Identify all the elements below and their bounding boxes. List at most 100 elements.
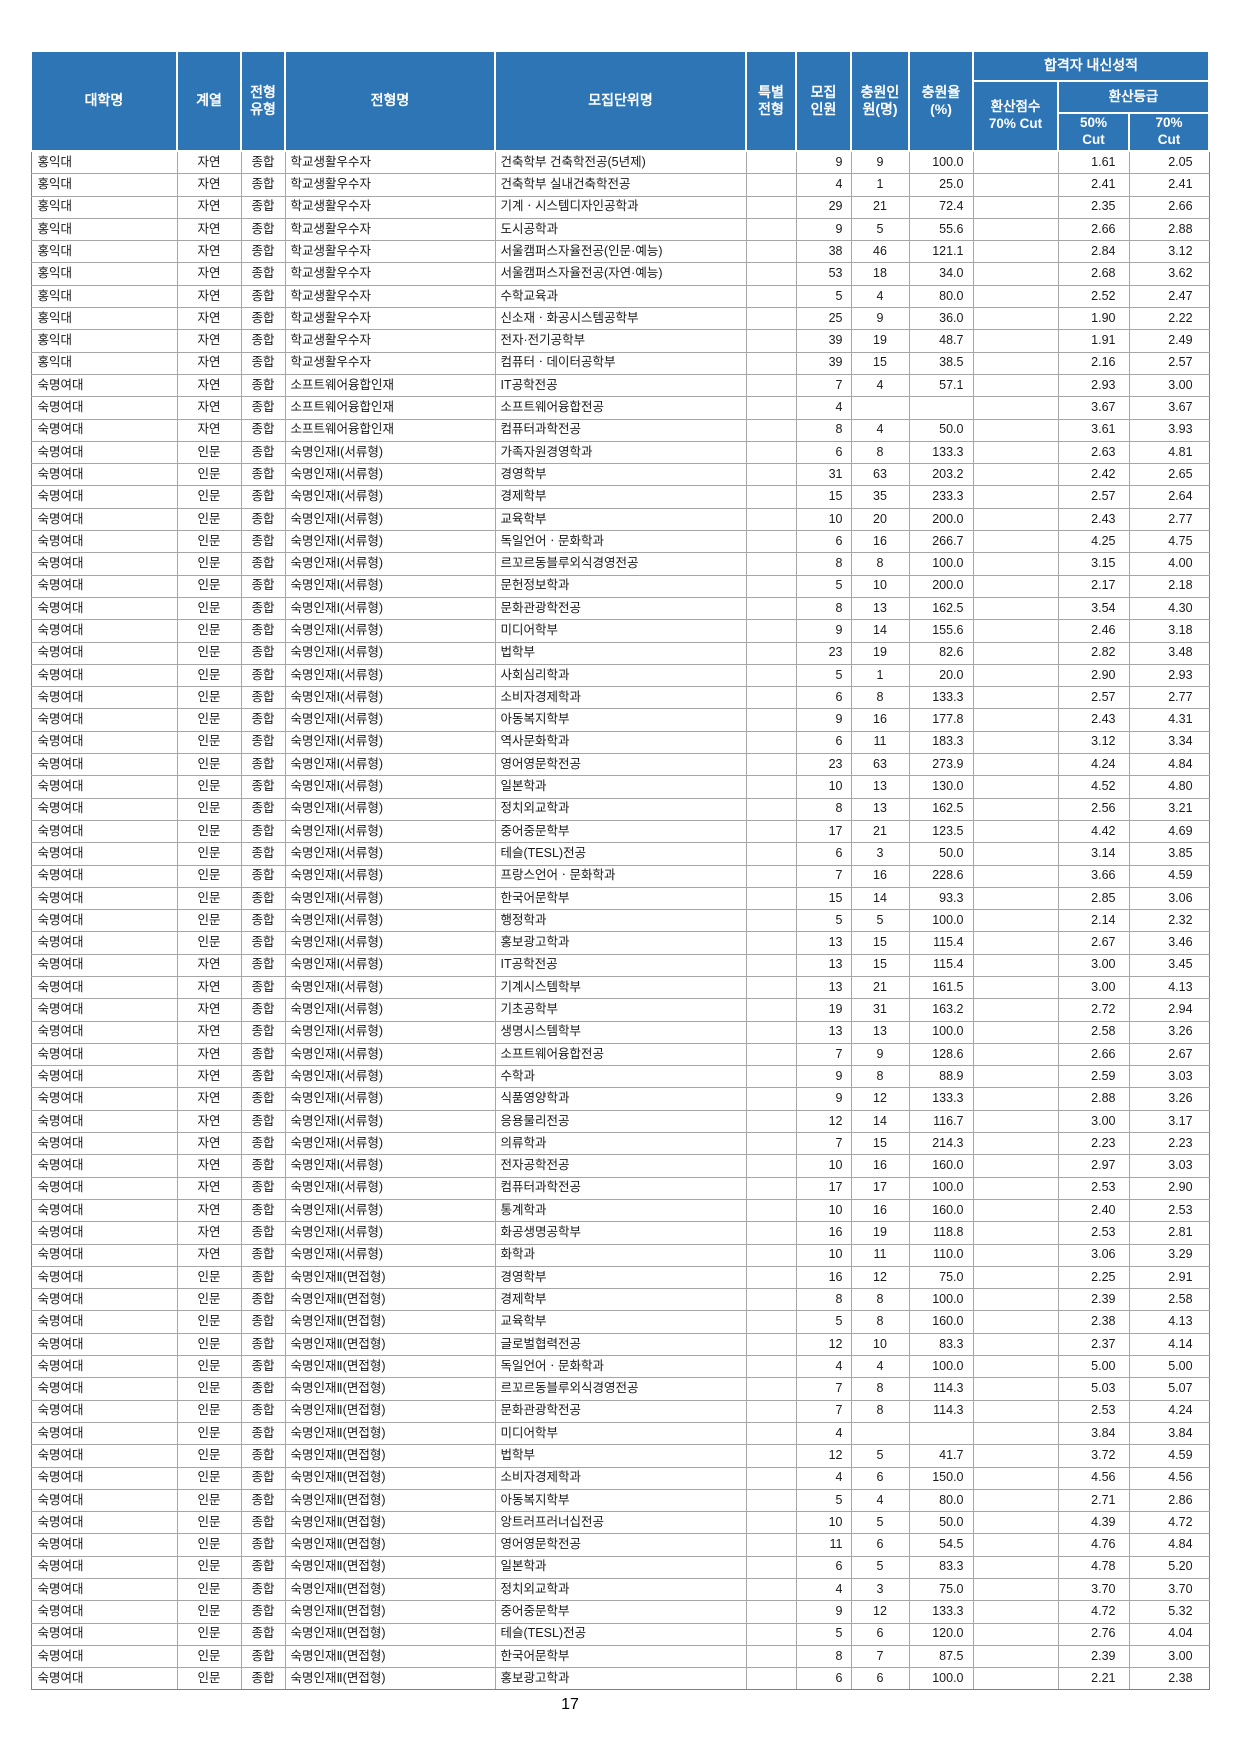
table-row: 홍익대 자연 종합 학교생활우수자 전자·전기공학부 39 19 48.7 1.91 2.49 — [30, 329, 1210, 353]
special-cell — [745, 1644, 797, 1669]
fill-rate-cell: 114.3 — [908, 1377, 974, 1401]
university-cell: 숙명여대 — [30, 1667, 178, 1691]
unit-cell: 아동복지학부 — [494, 708, 747, 732]
type-cell: 종합 — [240, 418, 286, 442]
track-cell: 자연 — [176, 998, 242, 1022]
type-cell: 종합 — [240, 173, 286, 197]
unit-cell: 서울캠퍼스자율전공(인문·예능) — [494, 240, 747, 264]
filled-cell: 1 — [850, 663, 910, 688]
special-cell — [745, 373, 797, 398]
unit-cell: 앙트러프러너십전공 — [494, 1511, 747, 1535]
admission-cell: 숙명인재Ⅰ(서류형) — [284, 641, 496, 665]
grade-70cut-cell: 3.06 — [1128, 886, 1210, 911]
type-cell: 종합 — [240, 195, 286, 219]
track-cell: 인문 — [176, 864, 242, 888]
filled-cell: 5 — [850, 1511, 910, 1535]
table-row: 숙명여대 인문 종합 숙명인재Ⅰ(서류형) 프랑스언어ㆍ문화학과 7 16 228.6 3.66… — [30, 864, 1210, 888]
grade-70cut-cell: 2.22 — [1128, 307, 1210, 331]
quota-cell: 4 — [795, 1421, 852, 1446]
fill-rate-cell: 114.3 — [908, 1399, 974, 1423]
table-row: 숙명여대 인문 종합 숙명인재Ⅰ(서류형) 역사문화학과 6 11 183.3 3.12 3.34 — [30, 730, 1210, 755]
table-row: 숙명여대 인문 종합 숙명인재Ⅰ(서류형) 일본학과 10 13 130.0 4.52 4.80 — [30, 775, 1210, 799]
fill-rate-cell: 162.5 — [908, 797, 974, 821]
grade-50cut-cell: 2.35 — [1057, 195, 1130, 219]
grade-50cut-cell: 3.14 — [1057, 842, 1130, 866]
special-cell — [745, 1444, 797, 1468]
table-row: 숙명여대 자연 종합 숙명인재Ⅰ(서류형) 응용물리전공 12 14 116.7 3.00 3.1… — [30, 1109, 1210, 1134]
type-cell: 종합 — [240, 842, 286, 866]
quota-cell: 8 — [795, 797, 852, 821]
type-cell: 종합 — [240, 329, 286, 353]
unit-cell: 전자·전기공학부 — [494, 329, 747, 353]
table-row: 숙명여대 인문 종합 숙명인재Ⅱ(면접형) 한국어문학부 8 7 87.5 2.39 3.00 — [30, 1644, 1210, 1669]
university-cell: 홍익대 — [30, 351, 178, 375]
grade-50cut-cell: 2.90 — [1057, 663, 1130, 688]
admission-cell: 숙명인재Ⅰ(서류형) — [284, 596, 496, 621]
type-cell: 종합 — [240, 1511, 286, 1535]
type-cell: 종합 — [240, 663, 286, 688]
filled-cell: 3 — [850, 842, 910, 866]
score-70cut-cell — [972, 619, 1059, 643]
admission-cell: 숙명인재Ⅱ(면접형) — [284, 1555, 496, 1580]
quota-cell: 10 — [795, 1511, 852, 1535]
header-admission: 전형명 — [284, 50, 496, 152]
admission-cell: 숙명인재Ⅰ(서류형) — [284, 953, 496, 977]
special-cell — [745, 284, 797, 309]
fill-rate-cell: 155.6 — [908, 619, 974, 643]
fill-rate-cell: 160.0 — [908, 1198, 974, 1223]
type-cell: 종합 — [240, 1265, 286, 1290]
type-cell: 종합 — [240, 1176, 286, 1200]
unit-cell: 컴퓨터과학전공 — [494, 1176, 747, 1200]
filled-cell: 15 — [850, 1132, 910, 1156]
track-cell: 자연 — [176, 1087, 242, 1111]
admission-cell: 숙명인재Ⅰ(서류형) — [284, 909, 496, 933]
university-cell: 숙명여대 — [30, 1533, 178, 1557]
fill-rate-cell: 100.0 — [908, 552, 974, 576]
quota-cell: 9 — [795, 619, 852, 643]
filled-cell: 8 — [850, 1377, 910, 1401]
filled-cell: 16 — [850, 1154, 910, 1178]
table-row: 숙명여대 인문 종합 숙명인재Ⅱ(면접형) 아동복지학부 5 4 80.0 2.71 2.86 — [30, 1488, 1210, 1513]
filled-cell: 13 — [850, 775, 910, 799]
score-70cut-cell — [972, 1109, 1059, 1134]
unit-cell: 영어영문학전공 — [494, 753, 747, 777]
university-cell: 숙명여대 — [30, 1198, 178, 1223]
quota-cell: 10 — [795, 1154, 852, 1178]
unit-cell: 행정학과 — [494, 909, 747, 933]
quota-cell: 5 — [795, 1488, 852, 1513]
grade-50cut-cell: 3.12 — [1057, 730, 1130, 755]
track-cell: 인문 — [176, 842, 242, 866]
grade-70cut-cell: 2.94 — [1128, 998, 1210, 1022]
unit-cell: 르꼬르동블루외식경영전공 — [494, 552, 747, 576]
unit-cell: 생명시스템학부 — [494, 1020, 747, 1044]
unit-cell: 아동복지학부 — [494, 1488, 747, 1513]
track-cell: 자연 — [176, 1221, 242, 1245]
track-cell: 인문 — [176, 663, 242, 688]
track-cell: 자연 — [176, 262, 242, 286]
score-70cut-cell — [972, 1154, 1059, 1178]
table-row: 숙명여대 자연 종합 숙명인재Ⅰ(서류형) 소프트웨어융합전공 7 9 128.6 2.66 2.… — [30, 1042, 1210, 1067]
table-row: 숙명여대 인문 종합 숙명인재Ⅰ(서류형) 법학부 23 19 82.6 2.82 3.48 — [30, 641, 1210, 665]
grade-50cut-cell: 1.91 — [1057, 329, 1130, 353]
unit-cell: 소프트웨어융합전공 — [494, 396, 747, 420]
type-cell: 종합 — [240, 507, 286, 532]
track-cell: 인문 — [176, 1332, 242, 1357]
fill-rate-cell: 160.0 — [908, 1154, 974, 1178]
unit-cell: 미디어학부 — [494, 619, 747, 643]
grade-70cut-cell: 4.30 — [1128, 596, 1210, 621]
special-cell — [745, 552, 797, 576]
score-70cut-cell — [972, 574, 1059, 598]
admission-cell: 숙명인재Ⅰ(서류형) — [284, 886, 496, 911]
grade-50cut-cell: 2.66 — [1057, 217, 1130, 242]
table-row: 숙명여대 인문 종합 숙명인재Ⅰ(서류형) 소비자경제학과 6 8 133.3 2.57 2.77 — [30, 686, 1210, 710]
table-row: 숙명여대 인문 종합 숙명인재Ⅰ(서류형) 아동복지학부 9 16 177.8 2.43 4.31 — [30, 708, 1210, 732]
type-cell: 종합 — [240, 775, 286, 799]
table-row: 홍익대 자연 종합 학교생활우수자 서울캠퍼스자율전공(자연·예능) 53 18 34.0 2.… — [30, 262, 1210, 286]
special-cell — [745, 507, 797, 532]
filled-cell: 21 — [850, 819, 910, 844]
admission-cell: 숙명인재Ⅰ(서류형) — [284, 797, 496, 821]
grade-70cut-cell: 3.67 — [1128, 396, 1210, 420]
filled-cell: 10 — [850, 574, 910, 598]
grade-70cut-cell: 2.57 — [1128, 351, 1210, 375]
admission-cell: 숙명인재Ⅰ(서류형) — [284, 619, 496, 643]
